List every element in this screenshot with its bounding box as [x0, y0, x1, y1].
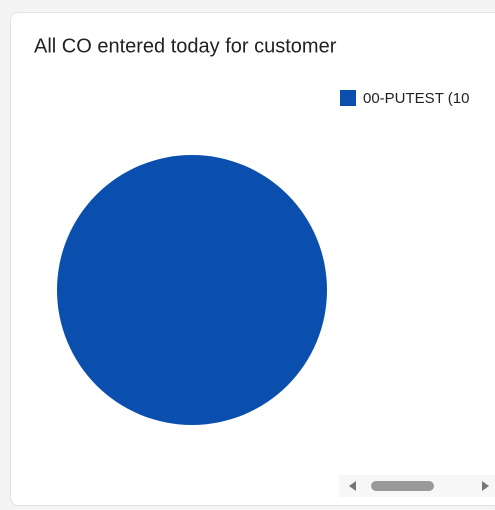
- legend-label: 00-PUTEST (10: [363, 90, 469, 107]
- scroll-left-arrow[interactable]: [349, 481, 356, 491]
- legend-swatch: [340, 90, 356, 106]
- scroll-right-arrow[interactable]: [482, 481, 489, 491]
- pie-slice: [57, 155, 327, 425]
- scroll-thumb[interactable]: [371, 481, 434, 491]
- widget-card: All CO entered today for customer 00-PUT…: [10, 12, 495, 506]
- chart: All CO entered today for customer 00-PUT…: [34, 35, 495, 497]
- scrollbar[interactable]: [339, 475, 495, 497]
- chart-title: All CO entered today for customer: [34, 35, 337, 57]
